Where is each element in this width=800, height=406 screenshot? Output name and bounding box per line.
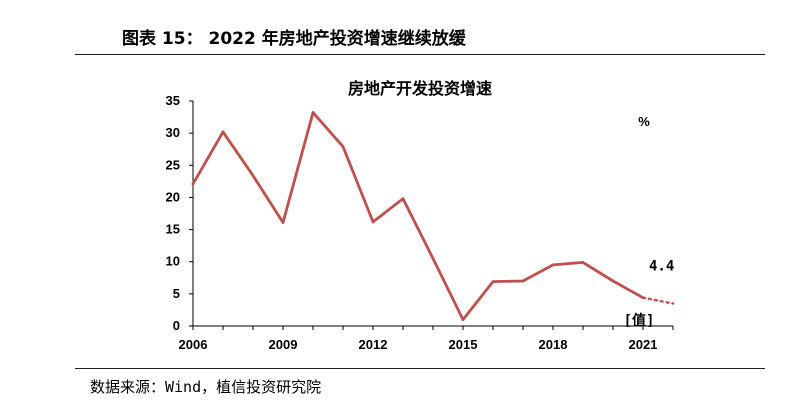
data-point xyxy=(551,263,555,267)
data-line xyxy=(191,111,645,322)
y-tick-label: 25 xyxy=(166,157,180,172)
y-tick-label: 30 xyxy=(166,125,180,140)
data-point xyxy=(221,130,225,134)
data-point xyxy=(251,174,255,177)
data-point xyxy=(401,197,405,201)
y-tick-label: 35 xyxy=(166,93,180,108)
y-tick-label: 15 xyxy=(166,222,180,237)
top-rule xyxy=(75,54,765,55)
x-tick-label: 2021 xyxy=(629,337,658,352)
x-tick-label: 2018 xyxy=(539,337,568,352)
x-tick-label: 2015 xyxy=(449,337,478,352)
data-point xyxy=(581,260,585,264)
x-tick-label: 2006 xyxy=(179,337,208,352)
y-tick-label: 10 xyxy=(166,254,180,269)
y-tick-label: 20 xyxy=(166,189,180,204)
forecast-line xyxy=(641,296,675,305)
x-axis: 2006 2009 2012 2015 2018 2021 xyxy=(179,325,674,352)
data-point xyxy=(431,257,435,260)
x-tick-label: 2009 xyxy=(269,337,298,352)
y-tick-label: 5 xyxy=(173,286,180,301)
y-axis: 0 5 10 15 20 25 30 35 xyxy=(166,93,194,333)
annotation-layer: 4.4 [值] xyxy=(624,259,675,329)
x-tick-label: 2012 xyxy=(359,337,388,352)
data-point xyxy=(311,111,315,114)
bottom-rule xyxy=(75,368,765,369)
unit-label: % xyxy=(638,114,650,129)
data-point xyxy=(521,279,525,283)
source-note: 数据来源：Wind，植信投资研究院 xyxy=(90,378,322,396)
data-label: 4.4 xyxy=(649,259,674,275)
data-point xyxy=(281,221,285,224)
chart-title: 房地产开发投资增速 xyxy=(348,79,492,98)
data-point xyxy=(341,145,345,149)
y-tick-label: 0 xyxy=(173,318,180,333)
data-point xyxy=(191,182,195,186)
data-point xyxy=(371,220,375,224)
data-point xyxy=(611,279,615,283)
figure-title: 图表 15： 2022 年房地产投资增速继续放缓 xyxy=(122,29,466,49)
data-point xyxy=(461,318,465,321)
value-placeholder-label: [值] xyxy=(624,312,655,329)
data-point xyxy=(491,280,495,284)
series-layer xyxy=(191,111,675,322)
